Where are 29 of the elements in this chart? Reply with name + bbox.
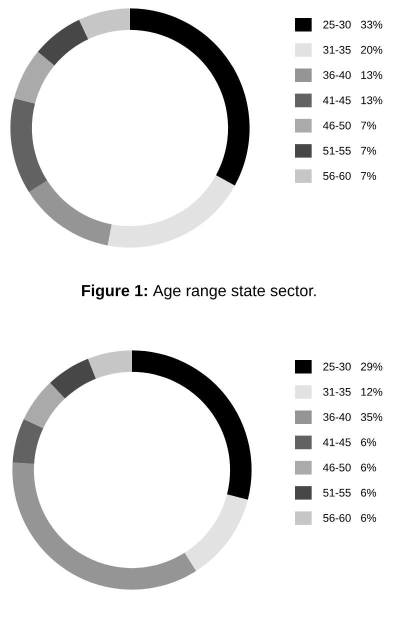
donut-slice xyxy=(88,350,132,379)
legend-label: 31-35 20% xyxy=(323,46,382,54)
legend-label: 31-35 12% xyxy=(323,388,382,396)
donut-slice xyxy=(29,180,112,246)
legend-label: 46-50 7% xyxy=(323,122,376,130)
legend-label: 36-40 13% xyxy=(323,71,382,79)
donut-slice xyxy=(38,20,88,66)
donut-slice xyxy=(79,8,130,40)
donut-slice xyxy=(132,350,252,500)
donut-slice xyxy=(12,462,196,590)
donut-slice xyxy=(50,358,96,399)
legend-label: 41-45 6% xyxy=(323,438,376,446)
legend-label: 56-60 7% xyxy=(323,172,376,180)
donut-slice xyxy=(130,8,250,186)
donut-slice xyxy=(10,98,48,192)
donut-slice xyxy=(12,419,44,464)
legend-label: 56-60 6% xyxy=(323,514,376,522)
legend-label: 51-55 7% xyxy=(323,146,376,155)
caption: Figure 1: Age range state sector. xyxy=(82,284,316,300)
donut-slice xyxy=(108,175,235,248)
slice-label: 25-30 29% xyxy=(323,362,382,371)
donut-slice xyxy=(24,382,65,428)
legend-label: 41-45 13% xyxy=(323,96,382,104)
legend-label: 46-50 6% xyxy=(323,464,376,472)
legend-label: 51-55 6% xyxy=(323,488,376,497)
donut-slice xyxy=(14,52,54,104)
legend-label: 25-30 33% xyxy=(323,20,382,29)
legend-label: 36-40 35% xyxy=(323,413,382,421)
donut-slice xyxy=(184,494,248,571)
